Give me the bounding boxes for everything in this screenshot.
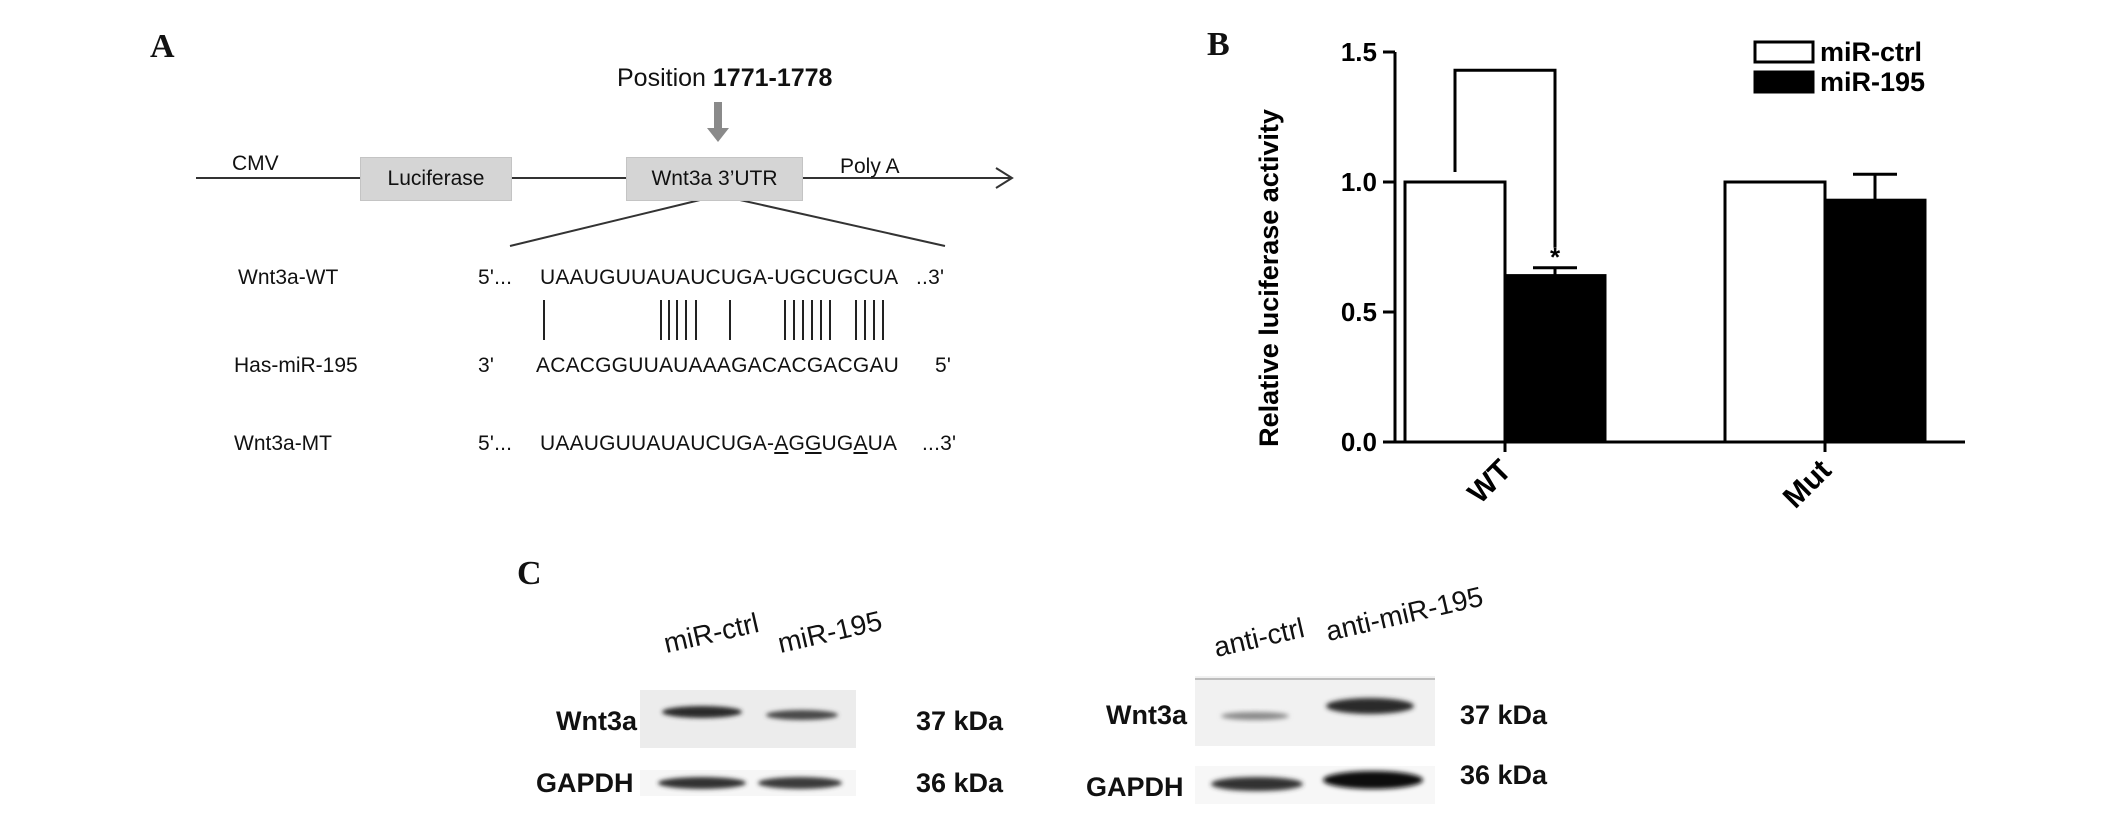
mt-row-suffix: ...3' bbox=[922, 432, 957, 455]
zoom-line-left bbox=[509, 199, 701, 247]
left-blot-wnt3a-band-2 bbox=[766, 710, 838, 720]
right-blot-lane-1: anti-ctrl bbox=[1210, 612, 1308, 664]
y-tick-label: 0.0 bbox=[1341, 427, 1377, 457]
right-blot-gapdh-band-1 bbox=[1211, 777, 1303, 791]
x-tick-label-mut: Mut bbox=[1777, 454, 1838, 515]
left-blot-wnt3a-size: 37 kDa bbox=[916, 706, 1004, 736]
legend-label-mir-ctrl: miR-ctrl bbox=[1820, 37, 1922, 67]
left-blot-gapdh-size: 36 kDa bbox=[916, 768, 1004, 798]
zoom-line-right bbox=[739, 199, 946, 247]
y-tick-label: 1.0 bbox=[1341, 167, 1377, 197]
panel-c-letter: C bbox=[517, 555, 542, 592]
mt-row-name: Wnt3a-MT bbox=[234, 432, 333, 455]
bar-mut-mir-ctrl bbox=[1723, 180, 1827, 444]
position-range: 1771-1778 bbox=[712, 64, 833, 92]
y-tick-label: 0.5 bbox=[1341, 297, 1377, 327]
y-tick-label: 1.5 bbox=[1341, 37, 1377, 67]
mt-row-sequence: UAAUGUUAUAUCUGA-AGGUGAUA bbox=[540, 432, 897, 456]
position-label-text: Position bbox=[617, 64, 706, 92]
right-blot-wnt3a-size: 37 kDa bbox=[1460, 700, 1548, 730]
significance-bracket bbox=[1453, 68, 1557, 248]
mir-row-suffix: 5' bbox=[935, 354, 952, 377]
left-blot-gapdh-band-1 bbox=[658, 777, 746, 789]
left-blot-gapdh-band-2 bbox=[758, 777, 842, 789]
left-blot-lane-2: miR-195 bbox=[774, 605, 885, 660]
left-blot-image bbox=[640, 690, 856, 796]
bar-mut-mir-195 bbox=[1823, 198, 1927, 444]
mt-seq-mutation-3: A bbox=[853, 432, 868, 455]
right-blot-lane-2: anti-miR-195 bbox=[1322, 580, 1486, 648]
position-arrow-head bbox=[707, 128, 729, 142]
left-blot-wnt3a-band-1 bbox=[662, 706, 742, 718]
mt-seq-mutation-1: A bbox=[774, 432, 789, 455]
mir-row-name: Has-miR-195 bbox=[234, 354, 358, 377]
mt-seq-mid-2: UG bbox=[821, 432, 854, 455]
base-pairing-lines bbox=[543, 300, 884, 340]
right-blot-wnt3a-band-2 bbox=[1326, 698, 1414, 714]
polya-label: Poly A bbox=[840, 155, 900, 178]
utr-box: Wnt3a 3’UTR bbox=[626, 157, 803, 201]
mir-row-prefix: 3' bbox=[478, 354, 495, 377]
left-blot-gapdh-label: GAPDH bbox=[536, 768, 634, 798]
panel-a-letter: A bbox=[150, 28, 175, 65]
mt-seq-end: UA bbox=[867, 432, 898, 455]
mir-row-sequence: ACACGGUUAUAAAGACACGACGAU bbox=[536, 354, 900, 377]
luciferase-bar-chart: Relative luciferase activity 0.0 0.5 1.0 1.… bbox=[1254, 37, 1965, 515]
right-blot-gapdh-size: 36 kDa bbox=[1460, 760, 1548, 790]
panel-b-letter: B bbox=[1207, 26, 1230, 63]
bar-wt-mir-195 bbox=[1503, 274, 1607, 444]
mt-seq-mid-1: G bbox=[788, 432, 805, 455]
right-blot-image bbox=[1195, 676, 1435, 804]
left-blot-wnt3a-label: Wnt3a bbox=[556, 706, 637, 736]
legend-swatch-mir-195 bbox=[1753, 70, 1815, 94]
right-blot-wnt3a-band-1 bbox=[1221, 712, 1289, 720]
mt-seq-start: UAAUGUUAUAUCUGA- bbox=[540, 432, 775, 455]
x-tick-label-wt: WT bbox=[1462, 454, 1518, 510]
wt-row-sequence: UAAUGUUAUAUCUGA-UGCUGCUA bbox=[540, 266, 899, 289]
mt-row-prefix: 5'... bbox=[478, 432, 513, 455]
right-blot-wnt3a-label: Wnt3a bbox=[1106, 700, 1187, 730]
right-blot-gapdh-label: GAPDH bbox=[1086, 772, 1184, 802]
legend-swatch-mir-ctrl bbox=[1753, 40, 1815, 64]
cmv-label: CMV bbox=[232, 152, 279, 175]
y-axis-label: Relative luciferase activity bbox=[1254, 109, 1284, 447]
construct-arrowhead bbox=[995, 167, 1014, 189]
wt-row-suffix: ..3' bbox=[916, 266, 945, 289]
position-label: Position 1771-1778 bbox=[617, 64, 832, 93]
bar-wt-mir-ctrl bbox=[1403, 180, 1507, 444]
wt-row-prefix: 5'... bbox=[478, 266, 513, 289]
wt-row-name: Wnt3a-WT bbox=[238, 266, 339, 289]
mt-seq-mutation-2: G bbox=[805, 432, 822, 455]
luciferase-box: Luciferase bbox=[360, 157, 512, 201]
left-blot-lane-1: miR-ctrl bbox=[660, 607, 762, 660]
significance-star: * bbox=[1550, 242, 1561, 272]
construct-diagram bbox=[196, 102, 1014, 340]
right-blot-gapdh-band-2 bbox=[1323, 771, 1423, 789]
legend-label-mir-195: miR-195 bbox=[1820, 67, 1925, 97]
